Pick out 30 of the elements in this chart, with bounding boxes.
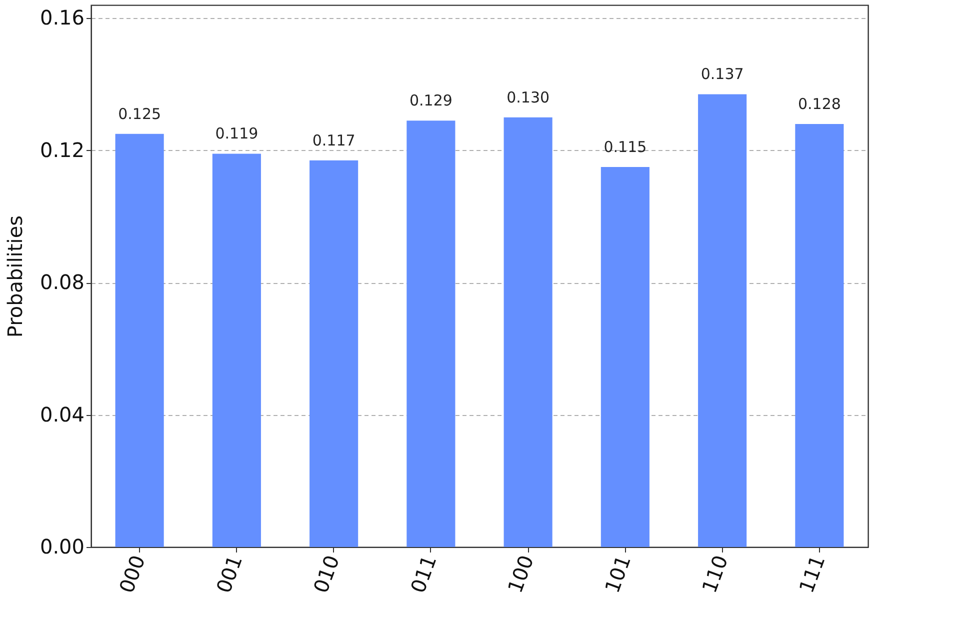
bar	[600, 166, 650, 547]
data-label: 0.119	[215, 124, 258, 143]
data-label: 0.130	[506, 88, 550, 106]
bar	[504, 117, 552, 547]
x-tick-label: 100	[502, 552, 538, 596]
data-label: 0.117	[312, 131, 356, 150]
data-label: 0.115	[604, 138, 647, 156]
y-tick-label: 0.16	[40, 6, 84, 30]
bar	[115, 134, 164, 547]
bar	[795, 124, 844, 547]
data-label: 0.137	[700, 65, 744, 84]
x-tick-label: 010	[308, 552, 344, 596]
x-tick-label: 000	[114, 552, 150, 596]
y-tick-label: 0.08	[40, 270, 84, 294]
y-tick-label: 0.00	[40, 534, 84, 558]
x-tick-label: 011	[406, 552, 442, 596]
x-tick-label: 001	[211, 552, 248, 596]
bar	[212, 154, 261, 547]
data-label: 0.128	[798, 94, 841, 113]
bar	[310, 160, 358, 547]
x-tick-label: 111	[794, 552, 830, 596]
y-tick-label: 0.04	[40, 402, 84, 426]
data-label: 0.125	[118, 104, 162, 123]
x-tick-label: 110	[697, 552, 733, 596]
bar	[406, 120, 456, 547]
y-axis-title: Probabilities	[2, 215, 27, 338]
y-tick-label: 0.12	[40, 138, 84, 162]
bar	[698, 94, 747, 547]
data-label: 0.129	[409, 92, 452, 110]
x-tick-label: 101	[600, 552, 636, 596]
